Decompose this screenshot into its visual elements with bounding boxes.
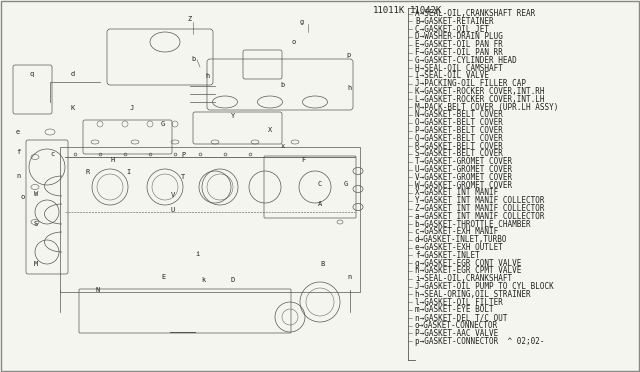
Text: b→GASKET-THROTTLE CHAMBER: b→GASKET-THROTTLE CHAMBER [415, 219, 531, 229]
Text: G: G [344, 181, 348, 187]
Text: K: K [71, 105, 75, 111]
Text: C→GASKET-OIL JET: C→GASKET-OIL JET [415, 25, 489, 33]
Text: B: B [321, 261, 325, 267]
Text: e→GASKET-EXH OUTLET: e→GASKET-EXH OUTLET [415, 243, 503, 252]
Text: I: I [126, 169, 130, 175]
Text: e: e [16, 129, 20, 135]
Text: 11011K: 11011K [373, 6, 405, 15]
Text: p→GASKET-CONNECTOR  ^ 02;02-: p→GASKET-CONNECTOR ^ 02;02- [415, 337, 545, 346]
Text: T→GASKET-GROMET COVER: T→GASKET-GROMET COVER [415, 157, 512, 166]
Text: N: N [96, 287, 100, 293]
Text: K→GASKET-ROCKER COVER,INT.RH: K→GASKET-ROCKER COVER,INT.RH [415, 87, 545, 96]
Text: h→GASKET-EGR CPMT VALVE: h→GASKET-EGR CPMT VALVE [415, 266, 522, 275]
Text: S: S [34, 221, 38, 227]
Text: I→SEAL-OIL VALVE: I→SEAL-OIL VALVE [415, 71, 489, 80]
Text: S→GASKET-BELT COVER: S→GASKET-BELT COVER [415, 150, 503, 158]
Text: R→GASKET-BELT COVER: R→GASKET-BELT COVER [415, 142, 503, 151]
Text: q: q [30, 71, 34, 77]
Text: o: o [21, 194, 25, 200]
Text: o→GASKET-CONNECTOR: o→GASKET-CONNECTOR [415, 321, 499, 330]
Text: W: W [34, 191, 38, 197]
Text: A→SEAL-OIL,CRANKSHAFT REAR: A→SEAL-OIL,CRANKSHAFT REAR [415, 9, 535, 18]
Text: J→GASKET-OIL PUMP TO CYL BLOCK: J→GASKET-OIL PUMP TO CYL BLOCK [415, 282, 554, 291]
Text: D: D [231, 277, 235, 283]
Text: N→GASKET-BELT COVER: N→GASKET-BELT COVER [415, 110, 503, 119]
Text: l→GASKET-OIL FILTER: l→GASKET-OIL FILTER [415, 298, 503, 307]
Text: U: U [171, 207, 175, 213]
Text: h: h [348, 85, 352, 91]
Text: f: f [16, 149, 20, 155]
Text: Q→GASKET-BELT COVER: Q→GASKET-BELT COVER [415, 134, 503, 143]
Text: J→PACKING-OIL FILLER CAP: J→PACKING-OIL FILLER CAP [415, 79, 526, 88]
Text: Z→GASKET INT MANIF COLLECTOR: Z→GASKET INT MANIF COLLECTOR [415, 204, 545, 213]
Text: n: n [348, 274, 352, 280]
Text: n: n [16, 173, 20, 179]
Text: m→GASKET-EYE BOLT: m→GASKET-EYE BOLT [415, 305, 493, 314]
Text: U→GASKET-GROMET COVER: U→GASKET-GROMET COVER [415, 165, 512, 174]
Text: A: A [318, 201, 322, 207]
Text: d→GASKET-INLET,TURBO: d→GASKET-INLET,TURBO [415, 235, 508, 244]
Text: d: d [71, 71, 75, 77]
Text: E→GASKET-OIL PAN FR: E→GASKET-OIL PAN FR [415, 40, 503, 49]
Text: g→GASKET-EGR CONT VALVE: g→GASKET-EGR CONT VALVE [415, 259, 522, 267]
Text: x: x [281, 143, 285, 149]
Text: p: p [347, 52, 351, 58]
Text: M: M [34, 261, 38, 267]
Text: n→GASKET-DEL T/C OUT: n→GASKET-DEL T/C OUT [415, 313, 508, 322]
Text: X: X [268, 127, 272, 133]
Text: C: C [318, 181, 322, 187]
Text: a→GASKET INT MANIF COLLECTOR: a→GASKET INT MANIF COLLECTOR [415, 212, 545, 221]
Text: Z: Z [188, 16, 192, 22]
Text: c→GASKET-EXH MANIF: c→GASKET-EXH MANIF [415, 227, 499, 236]
Text: i: i [196, 251, 200, 257]
Text: 11042K: 11042K [410, 6, 442, 15]
Text: G→GASKET-CYLINDER HEAD: G→GASKET-CYLINDER HEAD [415, 56, 516, 65]
Text: W→GASKET-GROMET COVER: W→GASKET-GROMET COVER [415, 180, 512, 190]
Text: L→GASKET-ROCKER COVER,INT.LH: L→GASKET-ROCKER COVER,INT.LH [415, 95, 545, 104]
Text: T: T [181, 174, 185, 180]
Text: c: c [50, 151, 54, 157]
Text: M→PACK-BELT COVER (UPR.LH ASSY): M→PACK-BELT COVER (UPR.LH ASSY) [415, 103, 558, 112]
Text: H→SEAL-OIL CAMSHAFT: H→SEAL-OIL CAMSHAFT [415, 64, 503, 73]
Text: i→SEAL-OIL,CRANKSHAFT: i→SEAL-OIL,CRANKSHAFT [415, 274, 512, 283]
Text: E: E [161, 274, 165, 280]
Text: R: R [86, 169, 90, 175]
Text: b: b [281, 82, 285, 88]
Text: Y: Y [231, 113, 235, 119]
Text: h→SEAL-ORING,OIL STRAINER: h→SEAL-ORING,OIL STRAINER [415, 290, 531, 299]
Text: h: h [206, 73, 210, 79]
Text: X→GASKET INT MANIF: X→GASKET INT MANIF [415, 188, 499, 198]
Text: J: J [130, 105, 134, 111]
Text: g: g [300, 19, 304, 25]
Text: F: F [301, 157, 305, 163]
Text: k: k [201, 277, 205, 283]
Text: P→GASKET-AAC VALVE: P→GASKET-AAC VALVE [415, 329, 499, 338]
Text: H: H [111, 157, 115, 163]
Text: O→GASKET-BELT COVER: O→GASKET-BELT COVER [415, 118, 503, 127]
Text: f→GASKET-INLET: f→GASKET-INLET [415, 251, 480, 260]
Text: P→GASKET-BELT COVER: P→GASKET-BELT COVER [415, 126, 503, 135]
Text: b: b [191, 56, 195, 62]
Text: V→GASKET-GROMET COVER: V→GASKET-GROMET COVER [415, 173, 512, 182]
Text: P: P [181, 152, 185, 158]
Text: G: G [161, 121, 165, 127]
Text: V: V [171, 192, 175, 198]
Text: D→WASHER-DRAIN PLUG: D→WASHER-DRAIN PLUG [415, 32, 503, 41]
Text: B→GASKET-RETAINER: B→GASKET-RETAINER [415, 17, 493, 26]
Text: Y→GASKET INT MANIF COLLECTOR: Y→GASKET INT MANIF COLLECTOR [415, 196, 545, 205]
Text: o: o [292, 39, 296, 45]
Text: F→GASKET-OIL PAN RR: F→GASKET-OIL PAN RR [415, 48, 503, 57]
